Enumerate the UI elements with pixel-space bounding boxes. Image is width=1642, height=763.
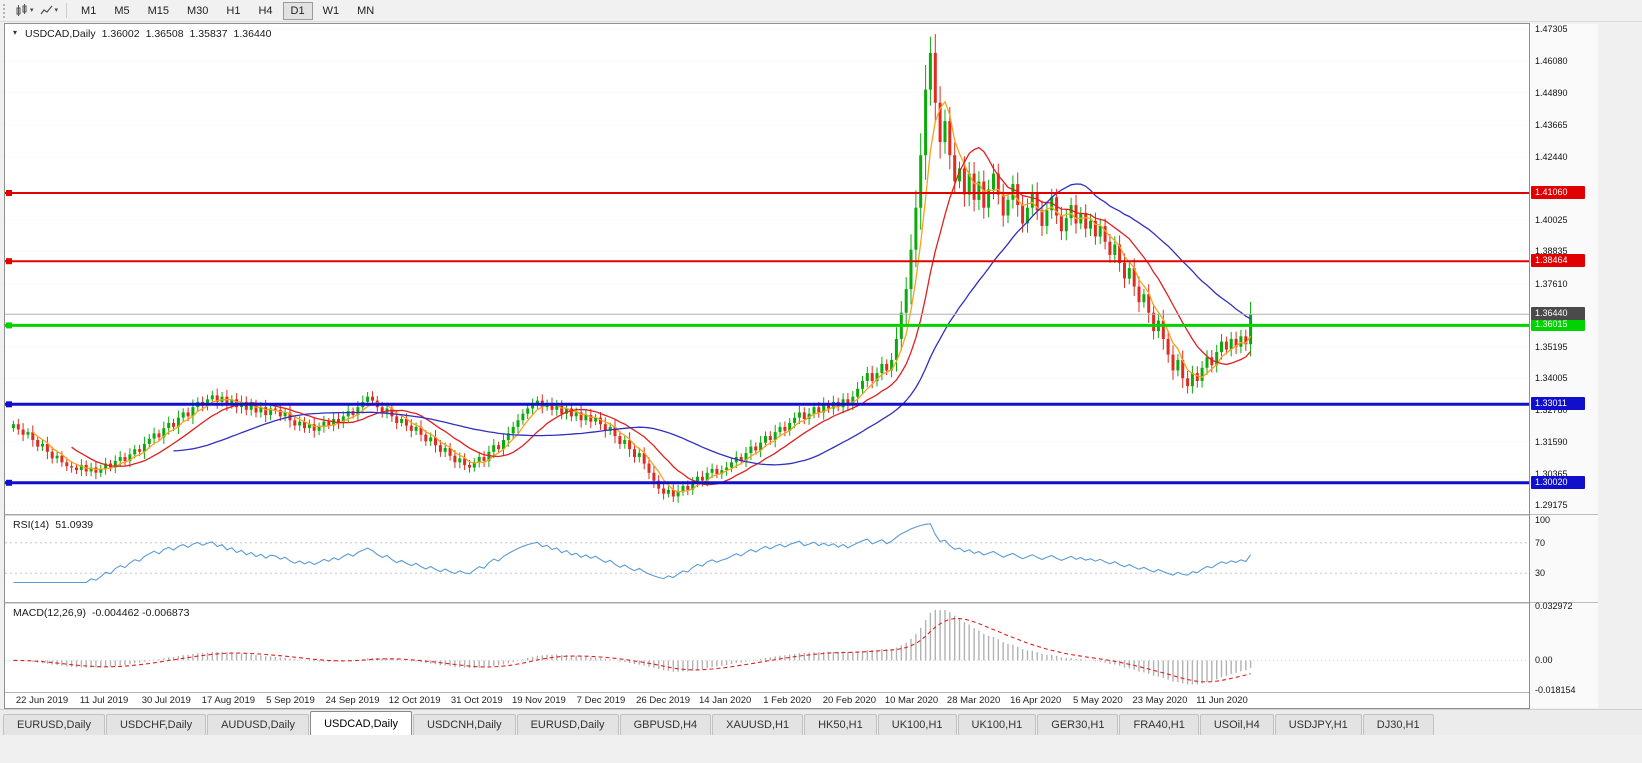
date-label: 24 Sep 2019 [325,695,380,706]
timeframe-button-d1[interactable]: D1 [282,1,313,20]
timeframe-button-m1[interactable]: M1 [81,4,97,17]
date-label: 20 Feb 2020 [822,695,877,706]
pane-separator[interactable] [5,514,1529,516]
price-tick: 1.34005 [1535,373,1568,384]
rsi-tick: 70 [1535,537,1546,548]
date-label: 28 Mar 2020 [946,695,1001,706]
tab-uk100-h1[interactable]: UK100,H1 [877,714,957,735]
axis-separator [1530,514,1598,515]
price-axis[interactable]: 1.47305 1.46080 1.44890 1.43665 1.42440 1.400… [1530,24,1598,708]
chart-tab-bar: EURUSD,Daily USDCHF,Daily AUDUSD,Daily USDC… [0,709,1642,735]
price-tick: 1.35195 [1535,341,1568,352]
price-badge-1.30020: 1.30020 [1531,475,1585,489]
pane-separator[interactable] [5,602,1529,604]
price-tick: 1.37610 [1535,278,1568,289]
current-price-badge: 1.36440 [1531,307,1585,321]
price-tick: 1.47305 [1535,24,1568,35]
time-axis[interactable]: 22 Jun 2019 11 Jul 2019 30 Jul 2019 17 Aug … [5,692,1529,708]
tab-uk100-h1[interactable]: UK100,H1 [957,714,1037,735]
tab-dj30-h1[interactable]: DJ30,H1 [1362,714,1434,735]
price-tick: 1.43665 [1535,119,1568,130]
timeframe-button-m15[interactable]: M15 [147,4,169,17]
window-background [0,735,1642,763]
price-tick: 1.42440 [1535,151,1568,162]
date-label: 10 Mar 2020 [884,695,939,706]
price-tick: 1.31590 [1535,436,1568,447]
date-label: 12 Oct 2019 [388,695,441,706]
timeframe-button-h1[interactable]: H1 [226,4,241,17]
tab-usoil-h4[interactable]: USOil,H4 [1199,714,1274,735]
date-label: 26 Dec 2019 [636,695,691,706]
date-label: 11 Jul 2019 [79,695,129,706]
price-tick: 1.32780 [1535,405,1568,416]
date-label: 5 Sep 2019 [266,695,315,706]
date-label: 1 Feb 2020 [763,695,812,706]
toolbar-separator [66,3,68,18]
date-label: 17 Aug 2019 [201,695,256,706]
price-tick: 1.46080 [1535,56,1568,67]
price-tick: 1.29175 [1535,499,1568,510]
rsi-pane-canvas[interactable] [5,516,1529,602]
price-tick: 1.44890 [1535,87,1568,98]
macd-tick: 0.00 [1535,655,1553,666]
axis-separator [1530,602,1598,603]
date-label: 11 Jun 2020 [1196,695,1248,706]
rsi-tick: 100 [1535,515,1551,525]
date-label: 7 Dec 2019 [576,695,626,706]
price-badge-1.36015: 1.36015 [1531,318,1585,332]
date-label: 22 Jun 2019 [15,695,69,706]
tab-eurusd-daily[interactable]: EURUSD,Daily [516,714,619,735]
price-tick: 1.38835 [1535,246,1568,257]
tab-audusd-daily[interactable]: AUDUSD,Daily [207,714,310,735]
timeframe-toolbar: ▾ ▾ M1 M5 M15 M30 H1 H4 D1 W1 MN [0,0,1642,22]
timeframe-button-m30[interactable]: M30 [187,4,209,17]
timeframe-button-m5[interactable]: M5 [114,4,130,17]
date-label: 31 Oct 2019 [450,695,503,706]
timeframe-button-mn[interactable]: MN [357,4,375,17]
tab-gbpusd-h4[interactable]: GBPUSD,H4 [619,714,712,735]
chevron-down-icon: ▾ [54,7,59,14]
date-label: 16 Apr 2020 [1010,695,1062,706]
price-tick: 1.30365 [1535,468,1568,479]
chevron-down-icon: ▾ [30,7,34,14]
tab-hk50-h1[interactable]: HK50,H1 [804,714,877,735]
tab-fra40-h1[interactable]: FRA40,H1 [1119,714,1199,735]
price-chart-canvas[interactable] [5,24,1529,514]
timeframe-button-h4[interactable]: H4 [258,4,273,17]
chart-window: ▾ USDCAD,Daily 1.36002 1.36508 1.35837 1… [4,23,1530,709]
tab-usdcad-daily[interactable]: USDCAD,Daily [310,711,413,735]
date-label: 30 Jul 2019 [141,695,191,706]
tab-usdcnh-daily[interactable]: USDCNH,Daily [413,714,516,735]
date-label: 5 May 2020 [1072,695,1123,706]
macd-tick: -0.018154 [1535,685,1576,696]
price-badge-1.41060: 1.41060 [1531,186,1585,200]
price-tick: 1.40025 [1535,215,1568,226]
price-badge-1.38464: 1.38464 [1531,254,1585,268]
chart-type-icon[interactable]: ▾ [15,4,34,17]
price-badge-1.33011: 1.33011 [1531,397,1585,411]
timeframe-button-w1[interactable]: W1 [322,4,340,17]
macd-tick: 0.032972 [1535,601,1573,612]
date-label: 14 Jan 2020 [699,695,752,706]
date-label: 19 Nov 2019 [511,695,566,706]
toolbar-drag-handle[interactable] [3,3,8,18]
tab-eurusd-daily[interactable]: EURUSD,Daily [3,714,105,735]
timeframe-buttons: M1 M5 M15 M30 H1 H4 D1 W1 MN [72,1,383,20]
tab-xauusd-h1[interactable]: XAUUSD,H1 [712,714,804,735]
tab-ger30-h1[interactable]: GER30,H1 [1037,714,1119,735]
indicators-icon[interactable]: ▾ [39,4,59,17]
rsi-tick: 30 [1535,568,1546,579]
date-label: 23 May 2020 [1132,695,1188,706]
tab-usdchf-daily[interactable]: USDCHF,Daily [105,714,207,735]
macd-pane-canvas[interactable] [5,604,1529,692]
tab-usdjpy-h1[interactable]: USDJPY,H1 [1274,714,1362,735]
